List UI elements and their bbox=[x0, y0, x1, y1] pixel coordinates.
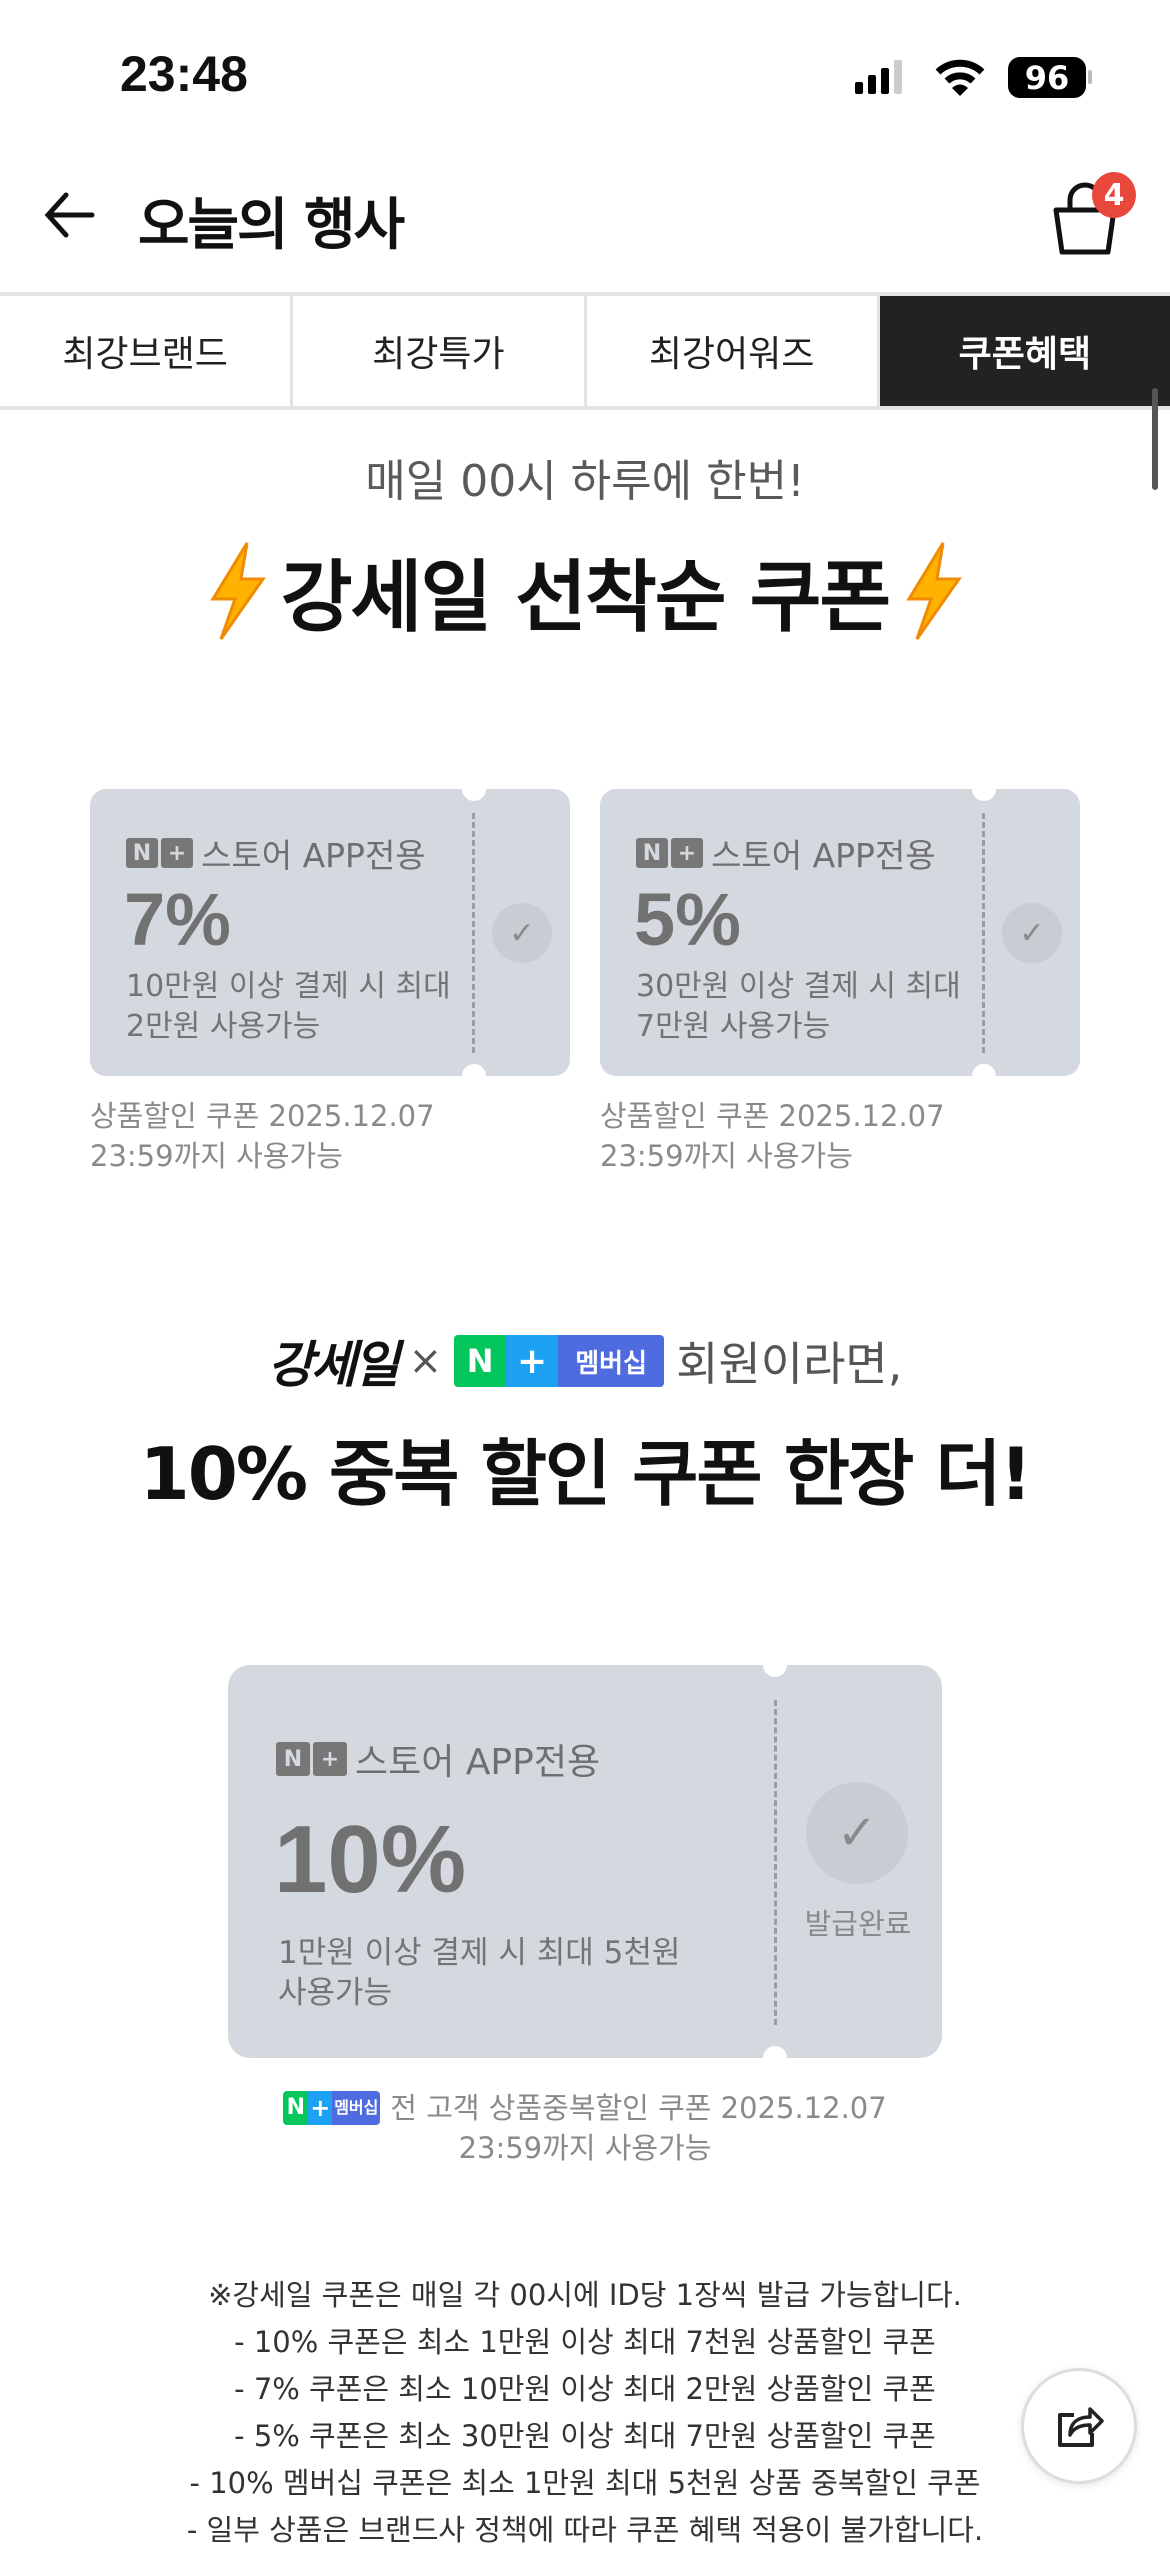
tab-best-deal[interactable]: 최강특가 bbox=[293, 296, 587, 406]
check-icon: ✓ bbox=[806, 1782, 908, 1884]
share-button[interactable] bbox=[1021, 2368, 1137, 2484]
issued-status: 발급완료 bbox=[804, 1907, 912, 1941]
coupon-caption: 상품할인 쿠폰 2025.12.07 23:59까지 사용가능 bbox=[90, 1099, 435, 1173]
membership-coupon-caption: N + 멤버십 전 고객 상품중복할인 쿠폰 2025.12.07 23:59까지 사… bbox=[0, 2088, 1170, 2168]
coupon-card-5[interactable]: N + 스토어 APP전용 5% 30만원 이상 결제 시 최대 7만원 사용가능 ✓ bbox=[600, 777, 1080, 1088]
membership-coupon-card[interactable]: N + 스토어 APP전용 10% 1만원 이상 결제 시 최대 5천원 사용가능 ✓… bbox=[228, 1653, 942, 2070]
tab-best-brand[interactable]: 최강브랜드 bbox=[0, 296, 294, 406]
check-icon: ✓ bbox=[492, 903, 552, 963]
scrollbar[interactable] bbox=[1152, 388, 1158, 490]
naver-plus-membership-badge: N + 멤버십 bbox=[283, 2091, 381, 2125]
coupon-desc: 1만원 이상 결제 시 최대 5천원 사용가능 bbox=[278, 1935, 681, 2011]
times-sign: × bbox=[408, 1338, 443, 1384]
coupon-card-7[interactable]: N + 스토어 APP전용 7% 10만원 이상 결제 시 최대 2만원 사용가능 ✓ bbox=[90, 777, 570, 1088]
coupon-brand: N + 스토어 APP전용 bbox=[276, 1733, 600, 1785]
kangseil-logo: 강세일 bbox=[267, 1336, 400, 1394]
lightning-icon bbox=[210, 542, 266, 640]
coupon-percent: 5% bbox=[634, 878, 741, 961]
coupon-desc: 10만원 이상 결제 시 최대 2만원 사용가능 bbox=[126, 969, 451, 1044]
promo-subtitle: 매일 00시 하루에 한번! bbox=[365, 456, 805, 507]
share-icon bbox=[1058, 2407, 1104, 2447]
promo-title-row: 강세일 선착순 쿠폰 bbox=[0, 535, 1170, 647]
lightning-icon bbox=[906, 542, 963, 640]
cart-button[interactable]: 4 bbox=[1050, 170, 1140, 260]
battery-cap bbox=[1088, 70, 1092, 84]
tab-best-awards[interactable]: 최강어워즈 bbox=[587, 296, 880, 406]
naver-plus-membership-badge: N + 멤버십 bbox=[454, 1335, 665, 1387]
coupon-brand: N + 스토어 APP전용 bbox=[636, 829, 936, 877]
check-icon: ✓ bbox=[1002, 903, 1062, 963]
membership-line1: 회원이라면, bbox=[676, 1337, 903, 1391]
coupon-caption: 상품할인 쿠폰 2025.12.07 23:59까지 사용가능 bbox=[600, 1099, 945, 1173]
status-time: 23:48 bbox=[120, 46, 248, 102]
naver-plus-logo: N + bbox=[276, 1742, 347, 1776]
coupon-percent: 10% bbox=[274, 1806, 467, 1913]
battery-indicator: 96 bbox=[1008, 57, 1086, 98]
tab-coupon-benefits[interactable]: 쿠폰혜택 bbox=[879, 296, 1170, 406]
naver-plus-logo: N + bbox=[636, 838, 703, 868]
back-arrow-icon[interactable] bbox=[40, 185, 100, 245]
coupon-brand: N + 스토어 APP전용 bbox=[126, 829, 426, 877]
membership-banner-line: 강세일 × N + 멤버십 회원이라면, bbox=[0, 1325, 1170, 1397]
coupon-notes: ※강세일 쿠폰은 매일 각 00시에 ID당 1장씩 발급 가능합니다. - 10… bbox=[186, 2278, 984, 2547]
page-title: 오늘의 행사 bbox=[138, 193, 405, 258]
naver-plus-logo: N + bbox=[126, 838, 193, 868]
category-tabs: 최강브랜드 최강특가 최강어워즈 쿠폰혜택 bbox=[0, 292, 1170, 410]
signal-icon bbox=[855, 58, 902, 94]
coupon-desc: 30만원 이상 결제 시 최대 7만원 사용가능 bbox=[636, 969, 961, 1044]
promo-title: 강세일 선착순 쿠폰 bbox=[280, 553, 891, 643]
wifi-icon bbox=[935, 59, 985, 96]
cart-count-badge: 4 bbox=[1092, 172, 1136, 218]
coupon-percent: 7% bbox=[124, 878, 231, 961]
membership-headline: 10% 중복 할인 쿠폰 한장 더! bbox=[139, 1432, 1033, 1516]
